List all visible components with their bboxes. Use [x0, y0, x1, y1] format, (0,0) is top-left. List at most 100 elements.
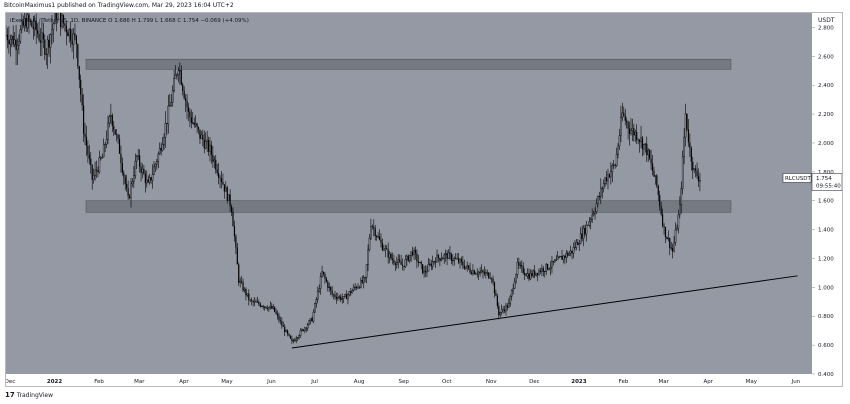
candle-body: [202, 134, 204, 140]
candle-body: [446, 253, 448, 259]
candle-body: [71, 40, 73, 45]
candle-body: [508, 302, 510, 308]
candle-body: [59, 13, 62, 27]
candle-body: [315, 299, 318, 304]
candle-body: [693, 168, 695, 171]
candle-body: [243, 288, 246, 291]
time-tick-label: May: [746, 379, 758, 385]
candle-body: [651, 163, 654, 171]
candle-body: [32, 26, 34, 30]
candle-body: [509, 296, 512, 304]
candle-body: [105, 139, 108, 145]
candle-body: [624, 115, 626, 121]
candle-body: [85, 136, 88, 146]
candle-body: [502, 309, 504, 310]
candle-body: [464, 266, 467, 269]
candle-body: [418, 261, 421, 263]
ascending-trendline[interactable]: [291, 275, 798, 349]
candle-body: [532, 270, 535, 277]
candle-body: [147, 179, 149, 183]
candle-body: [204, 141, 207, 149]
candle-body: [429, 263, 431, 265]
candle-body: [114, 129, 116, 135]
candle-body: [699, 180, 701, 182]
candle-body: [505, 305, 507, 312]
zone-0: [85, 58, 732, 70]
candle-body: [604, 177, 606, 184]
candle-body: [610, 171, 612, 178]
candle-body: [37, 30, 39, 34]
candle-body: [426, 270, 428, 273]
candle-body: [450, 254, 452, 261]
candle-body: [669, 238, 671, 248]
candle-body: [650, 158, 652, 164]
candle-body: [13, 39, 16, 45]
candle-body: [304, 327, 306, 331]
candle-body: [646, 143, 648, 156]
time-tick-label: Dec: [6, 379, 15, 385]
time-tick-label: Apr: [703, 379, 713, 385]
candle-body: [607, 174, 609, 182]
candle-body: [238, 264, 240, 283]
time-tick-label: Jun: [791, 379, 801, 385]
candle-body: [612, 164, 615, 166]
candle-body: [309, 318, 312, 321]
candle-body: [128, 196, 131, 198]
candle-body: [516, 261, 519, 275]
price-axis[interactable]: USDT 2.800 2.600 2.400 2.200 2.000 1.800 1.600…: [812, 13, 842, 386]
candle-body: [180, 70, 182, 85]
candle-body: [653, 170, 655, 177]
candle-body: [235, 236, 237, 248]
candle-body: [268, 307, 270, 310]
candle-body: [466, 265, 468, 268]
candle-body: [381, 242, 384, 251]
candle-body: [314, 303, 316, 313]
candle-body: [401, 264, 404, 267]
chart-svg[interactable]: iExec RLC / TetherUS, 1D, BINANCE O 1.68…: [6, 13, 842, 386]
tradingview-logo[interactable]: 17 TradingView: [5, 391, 53, 399]
candle-body: [397, 259, 400, 263]
candle-body: [6, 34, 7, 36]
candle-body: [661, 214, 664, 226]
price-tick-label: 2.600: [818, 54, 834, 60]
candle-body: [337, 297, 339, 299]
candle-body: [41, 32, 43, 43]
candle-body: [496, 295, 498, 306]
candle-body: [245, 289, 247, 296]
candle-body: [215, 159, 217, 170]
plot-background: [6, 13, 812, 374]
candle-body: [81, 94, 83, 106]
candle-body: [111, 115, 113, 126]
candle-body: [695, 168, 697, 171]
candle-body: [499, 311, 502, 316]
candle-body: [371, 226, 373, 227]
candle-body: [692, 161, 694, 171]
candle-body: [584, 228, 586, 235]
price-tick-label: 1.600: [818, 199, 834, 205]
candle-body: [365, 264, 368, 278]
candle-body: [581, 233, 583, 239]
candle-body: [633, 128, 635, 136]
candle-body: [282, 325, 284, 327]
candle-body: [74, 33, 76, 36]
candle-body: [634, 131, 637, 136]
candle-body: [252, 300, 254, 303]
candle-body: [552, 261, 554, 263]
candle-body: [654, 175, 657, 177]
price-tick-label: 1.000: [818, 285, 834, 291]
candle-body: [158, 147, 161, 155]
candle-body: [574, 247, 576, 248]
candle-body: [404, 259, 407, 268]
candle-body: [406, 255, 408, 260]
candle-body: [680, 188, 683, 205]
tradingview-brand: TradingView: [16, 391, 54, 399]
candle-body: [189, 111, 191, 118]
candle-body: [82, 105, 85, 134]
time-axis[interactable]: Dec 2022 Feb Mar Apr May Jun Jul Aug Sep Oct Nov Dec…: [6, 374, 812, 386]
candle-body: [38, 33, 40, 41]
candle-body: [589, 219, 592, 222]
candle-body: [52, 23, 55, 30]
candle-body: [203, 139, 205, 149]
candle-body: [269, 305, 272, 308]
candle-body: [575, 242, 578, 248]
